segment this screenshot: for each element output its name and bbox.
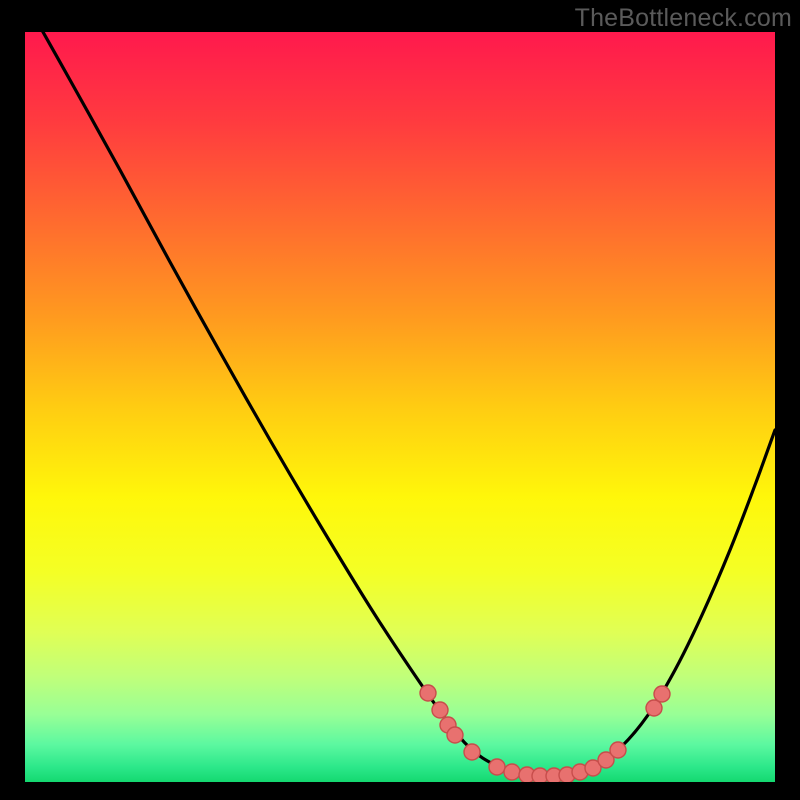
curve-marker [654,686,670,702]
curve-marker [610,742,626,758]
watermark-label: TheBottleneck.com [575,4,792,33]
curve-marker [420,685,436,701]
bottleneck-chart [0,0,800,800]
curve-marker [432,702,448,718]
plot-background [25,32,775,782]
curve-marker [447,727,463,743]
chart-root: TheBottleneck.com [0,0,800,800]
curve-marker [646,700,662,716]
curve-marker [489,759,505,775]
curve-marker [504,764,520,780]
curve-marker [464,744,480,760]
